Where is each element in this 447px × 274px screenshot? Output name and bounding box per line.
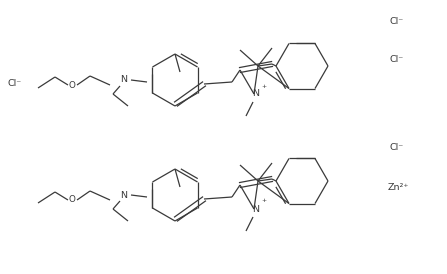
Text: O: O <box>68 81 76 90</box>
Text: N: N <box>121 190 127 199</box>
Text: +: + <box>261 84 266 89</box>
Text: O: O <box>68 196 76 204</box>
Text: Zn²⁺: Zn²⁺ <box>388 184 409 193</box>
Text: N: N <box>253 204 260 213</box>
Text: N: N <box>253 90 260 98</box>
Text: Cl⁻: Cl⁻ <box>390 18 404 27</box>
Text: Cl⁻: Cl⁻ <box>390 56 404 64</box>
Text: Cl⁻: Cl⁻ <box>8 78 22 87</box>
Text: Cl⁻: Cl⁻ <box>390 144 404 153</box>
Text: N: N <box>121 76 127 84</box>
Text: +: + <box>261 198 266 204</box>
